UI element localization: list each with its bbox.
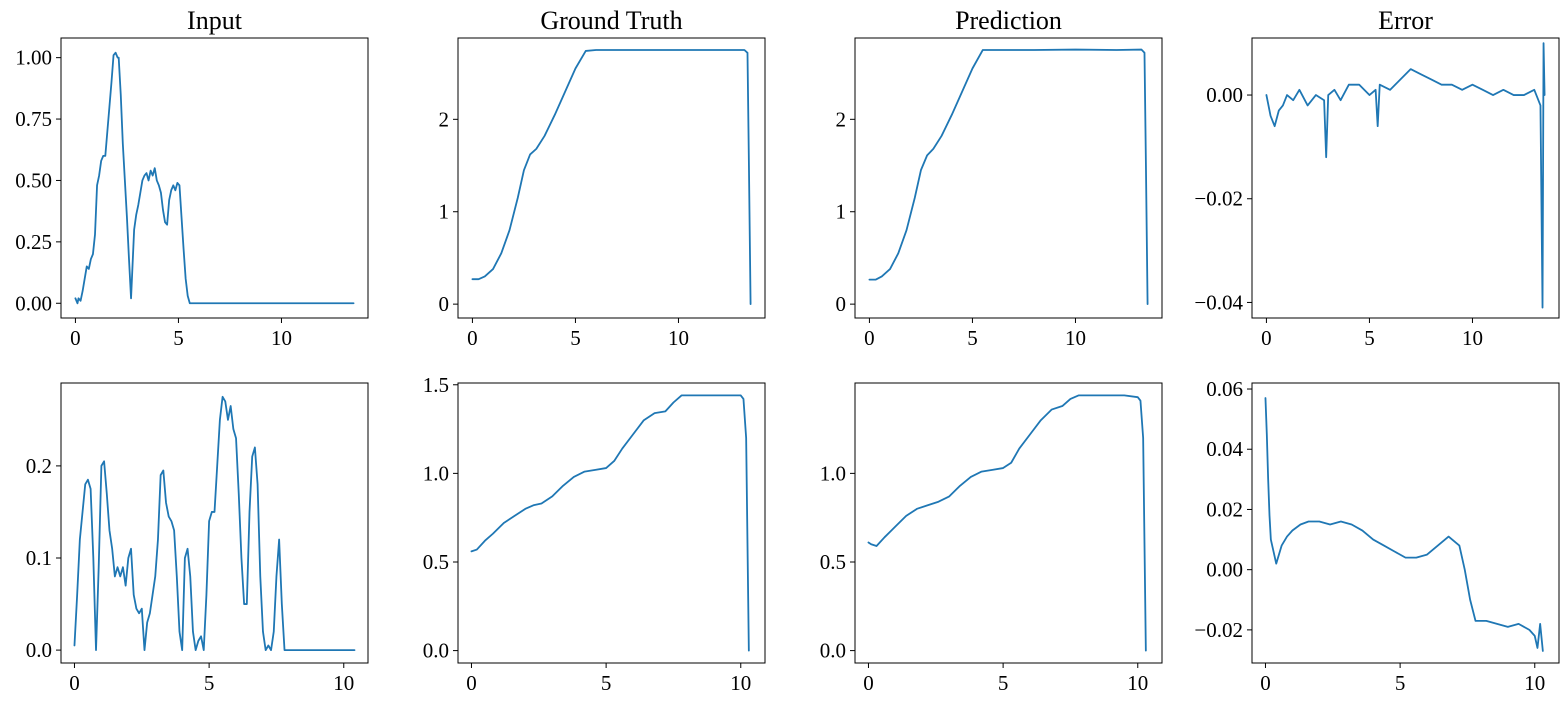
panel-r1-c0: 0 5 10 0.0 0.1 0.2: [26, 382, 369, 695]
x-tick-label: 5: [1395, 671, 1406, 695]
x-tick-label: 10: [1462, 326, 1483, 350]
series-line-0: [74, 51, 355, 305]
y-tick-label: 0: [836, 292, 847, 316]
y-tick-label: 2: [439, 107, 450, 131]
x-tick-label: 10: [271, 326, 292, 350]
y-tick-label: 0.02: [1206, 497, 1243, 521]
axes-frame: [1251, 37, 1560, 319]
axes-frame: [854, 382, 1163, 664]
y-tick-label: 0.1: [26, 546, 52, 570]
x-tick-label: 0: [863, 671, 874, 695]
y-tick-label: −0.02: [1194, 618, 1243, 642]
y-tick-label: 0.0: [423, 639, 449, 663]
y-tick-label: 0.2: [26, 454, 52, 478]
series-line-0: [1264, 397, 1544, 652]
y-tick-label: 0.5: [423, 550, 449, 574]
panel-title: Prediction: [955, 6, 1062, 35]
x-tick-label: 5: [1364, 326, 1375, 350]
y-tick-label: 0.50: [15, 168, 52, 192]
axes-frame: [1251, 382, 1560, 664]
y-tick-label: 0.04: [1206, 437, 1243, 461]
y-tick-label: 1.00: [15, 46, 52, 70]
panel-title: Error: [1378, 6, 1433, 35]
y-tick-label: 0: [439, 292, 450, 316]
x-tick-label: 10: [333, 671, 354, 695]
y-tick-label: 1: [439, 200, 450, 224]
x-tick-label: 0: [69, 671, 80, 695]
series-line-0: [470, 394, 750, 652]
axes-frame: [854, 37, 1163, 319]
axes-frame: [457, 382, 766, 664]
series-line-0: [867, 394, 1147, 652]
x-tick-label: 0: [466, 671, 477, 695]
panel-r0-c3: 0 5 10 0.00 −0.02 −0.04 Error: [1194, 6, 1560, 350]
y-tick-label: 1.5: [423, 373, 449, 397]
panel-r1-c1: 0 5 10 0.0 0.5 1.0 1.5: [423, 373, 766, 695]
x-tick-label: 10: [668, 326, 689, 350]
axes-frame: [60, 382, 369, 664]
y-tick-label: 0.25: [15, 230, 52, 254]
panel-r1-c2: 0 5 10 0.0 0.5 1.0: [820, 382, 1163, 695]
x-tick-label: 10: [1065, 326, 1086, 350]
panel-r0-c0: 0 5 10 0.00 0.25 0.50 0.75 1.00 Input: [15, 6, 369, 350]
panel-title: Ground Truth: [540, 6, 682, 35]
x-tick-label: 0: [467, 326, 478, 350]
x-tick-label: 5: [967, 326, 978, 350]
y-tick-label: −0.04: [1194, 290, 1243, 314]
x-tick-label: 10: [1127, 671, 1148, 695]
x-tick-label: 5: [601, 671, 612, 695]
panel-r0-c2: 0 5 10 0 1 2 Prediction: [836, 6, 1163, 350]
axes-frame: [457, 37, 766, 319]
series-line-0: [73, 395, 356, 652]
series-line-0: [1265, 42, 1546, 309]
x-tick-label: 5: [570, 326, 581, 350]
x-tick-label: 0: [70, 326, 81, 350]
y-tick-label: 0.75: [15, 107, 52, 131]
panel-title: Input: [187, 6, 243, 35]
x-tick-label: 0: [1260, 671, 1271, 695]
y-tick-label: 1.0: [820, 461, 846, 485]
y-tick-label: 0.00: [15, 291, 52, 315]
x-tick-label: 0: [1261, 326, 1272, 350]
x-tick-label: 10: [730, 671, 751, 695]
y-tick-label: −0.02: [1194, 187, 1243, 211]
panel-r0-c1: 0 5 10 0 1 2 Ground Truth: [439, 6, 766, 350]
x-tick-label: 5: [173, 326, 184, 350]
panel-r1-c3: 0 5 10 0.06 0.04 0.02 0.00 −0.02: [1194, 377, 1560, 695]
y-tick-label: 0.00: [1206, 83, 1243, 107]
x-tick-label: 5: [998, 671, 1009, 695]
y-tick-label: 0.06: [1206, 377, 1243, 401]
series-line-0: [471, 49, 752, 306]
x-tick-label: 10: [1524, 671, 1545, 695]
axes-frame: [60, 37, 369, 319]
x-tick-label: 0: [864, 326, 875, 350]
y-tick-label: 1.0: [423, 461, 449, 485]
y-tick-label: 0.0: [820, 639, 846, 663]
series-line-0: [868, 48, 1149, 306]
y-tick-label: 0.5: [820, 550, 846, 574]
y-tick-label: 0.00: [1206, 558, 1243, 582]
y-tick-label: 2: [836, 107, 847, 131]
x-tick-label: 5: [204, 671, 215, 695]
y-tick-label: 0.0: [26, 638, 52, 662]
y-tick-label: 1: [836, 200, 847, 224]
